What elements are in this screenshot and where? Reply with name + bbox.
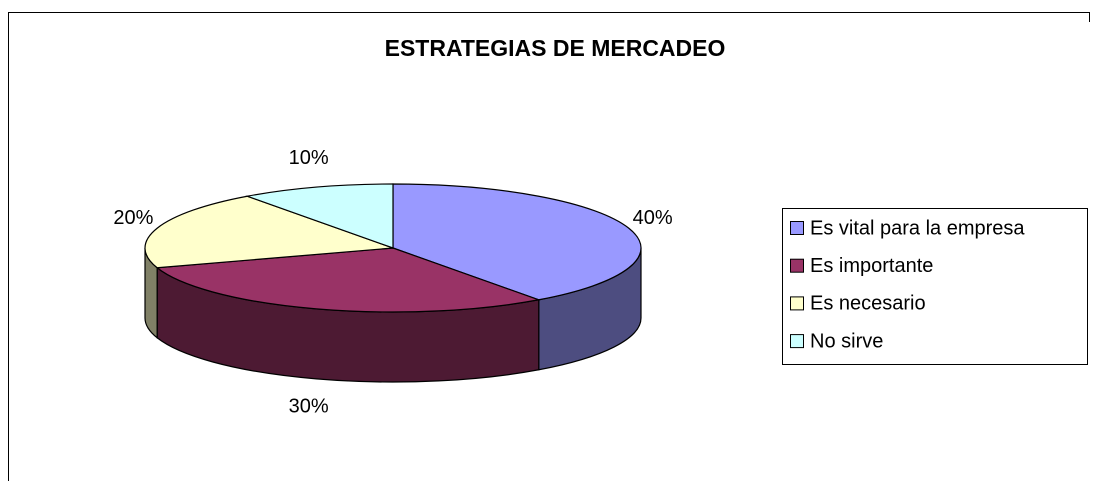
data-label: 20% <box>113 207 153 229</box>
pie-slice <box>244 183 394 249</box>
pie-slice <box>144 195 394 269</box>
chart-title: ESTRATEGIAS DE MERCADEO <box>385 35 726 61</box>
data-label: 40% <box>633 207 673 229</box>
legend-label: Es necesario <box>810 293 926 315</box>
legend-label: Es importante <box>810 255 933 277</box>
legend-swatch <box>790 296 804 311</box>
legend-swatch <box>790 258 804 273</box>
legend-swatch <box>790 334 804 349</box>
legend-box <box>782 208 1088 365</box>
legend-label: Es vital para la empresa <box>810 217 1025 239</box>
data-label: 10% <box>289 147 329 169</box>
pie-slice <box>155 247 542 313</box>
data-label: 30% <box>289 396 329 418</box>
pie-slice <box>392 183 642 301</box>
legend-label: No sirve <box>810 330 883 352</box>
legend-swatch <box>790 221 804 235</box>
